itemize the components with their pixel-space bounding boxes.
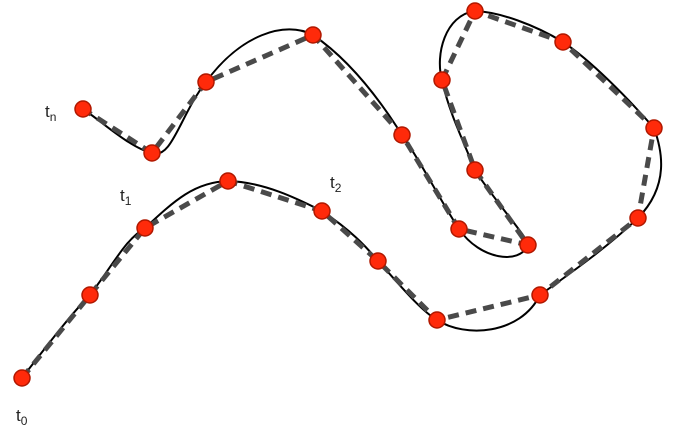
label-tn: tn [45,102,56,124]
label-t2: t2 [330,173,342,195]
sample-point [313,202,331,220]
sample-point [74,100,92,118]
label-t0: t0 [16,406,28,428]
sample-point [81,286,99,304]
sample-point [645,119,663,137]
sample-point [433,71,451,89]
sample-point [13,369,31,387]
sample-point [466,161,484,179]
sample-point [466,2,484,20]
sample-point [428,311,446,329]
sample-point [136,219,154,237]
sample-point [219,172,237,190]
sample-point [531,286,549,304]
sample-point [369,252,387,270]
sample-point [554,33,572,51]
label-t1: t1 [120,186,132,208]
sample-point [519,236,537,254]
sample-point [304,26,322,44]
sample-point [393,126,411,144]
sample-point [143,144,161,162]
sample-point [197,73,215,91]
sample-points [13,2,663,387]
sample-point [450,220,468,238]
sample-point [629,209,647,227]
